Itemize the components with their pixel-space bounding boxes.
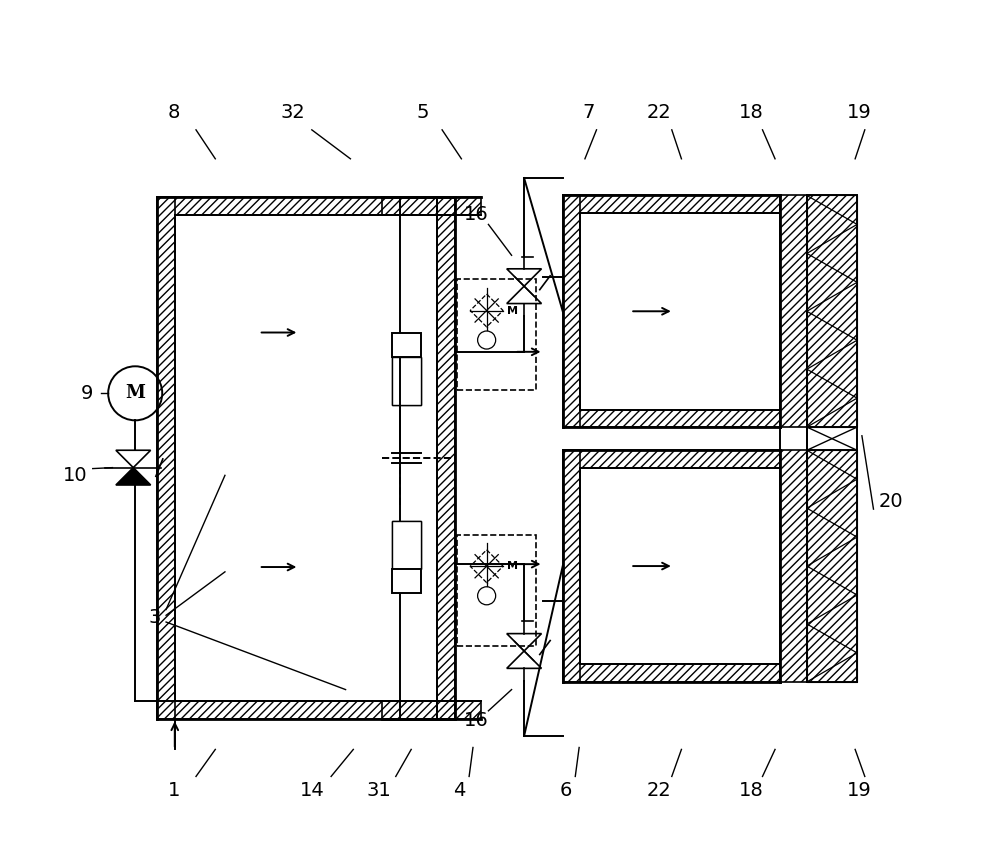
Bar xyxy=(807,196,857,427)
Text: 18: 18 xyxy=(739,782,763,801)
Bar xyxy=(392,332,421,356)
Bar xyxy=(157,198,481,215)
Bar xyxy=(807,196,857,427)
Bar xyxy=(563,196,580,427)
Text: 32: 32 xyxy=(280,103,305,122)
Bar xyxy=(392,569,421,593)
Text: 1: 1 xyxy=(168,782,180,801)
Text: 8: 8 xyxy=(168,103,180,122)
Text: 19: 19 xyxy=(847,103,871,122)
Bar xyxy=(563,196,780,213)
Polygon shape xyxy=(116,467,151,485)
Text: 18: 18 xyxy=(739,103,763,122)
Bar xyxy=(457,279,536,390)
Bar xyxy=(807,450,857,682)
Bar xyxy=(392,356,421,405)
Bar xyxy=(392,356,421,405)
Bar xyxy=(563,410,780,427)
Text: M: M xyxy=(507,561,518,571)
Bar xyxy=(157,198,175,718)
Bar xyxy=(382,198,455,215)
Text: 5: 5 xyxy=(417,103,429,122)
Bar xyxy=(780,450,807,682)
Bar xyxy=(563,450,580,682)
Text: 10: 10 xyxy=(63,466,88,484)
Bar xyxy=(437,198,455,718)
Text: 16: 16 xyxy=(463,711,488,730)
Bar xyxy=(392,521,421,569)
Text: M: M xyxy=(507,306,518,315)
Text: 20: 20 xyxy=(879,492,903,511)
Text: 3: 3 xyxy=(148,607,161,627)
Text: 7: 7 xyxy=(583,103,595,122)
Bar xyxy=(382,701,455,718)
Bar xyxy=(807,450,857,682)
Text: 9: 9 xyxy=(81,384,93,403)
Text: 19: 19 xyxy=(847,782,871,801)
Text: 4: 4 xyxy=(453,782,466,801)
Text: 6: 6 xyxy=(559,782,572,801)
Text: 16: 16 xyxy=(463,205,488,224)
Text: 31: 31 xyxy=(367,782,392,801)
Text: 22: 22 xyxy=(647,782,672,801)
Text: M: M xyxy=(125,384,145,402)
Bar xyxy=(457,535,536,646)
Bar xyxy=(563,665,780,682)
Bar xyxy=(563,450,780,467)
Bar xyxy=(392,521,421,569)
Bar xyxy=(157,701,481,718)
Text: 22: 22 xyxy=(647,103,672,122)
Bar xyxy=(780,196,807,427)
Text: 14: 14 xyxy=(299,782,324,801)
